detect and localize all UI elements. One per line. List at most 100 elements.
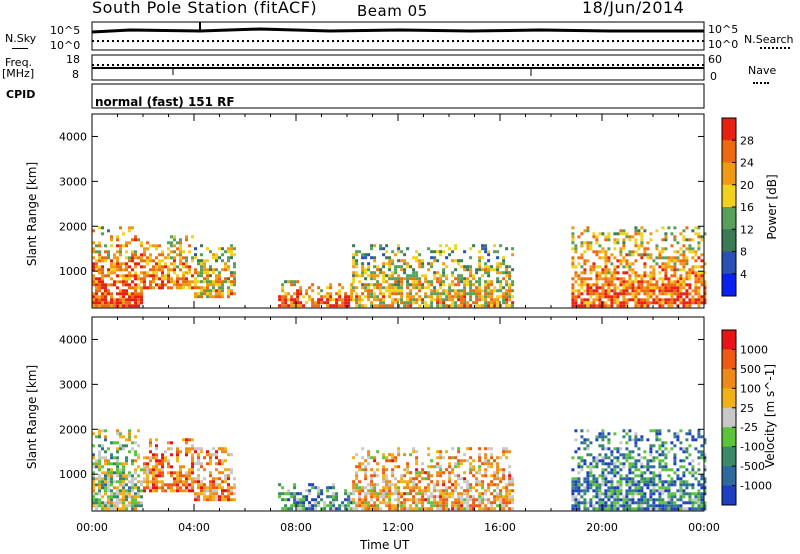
echo-cell xyxy=(218,274,221,278)
echo-cell xyxy=(448,486,452,490)
echo-cell xyxy=(697,295,701,299)
echo-cell xyxy=(382,468,386,472)
echo-cell xyxy=(347,298,351,302)
echo-cell xyxy=(302,501,306,505)
echo-cell xyxy=(682,292,686,296)
echo-cell xyxy=(637,247,641,251)
echo-cell xyxy=(439,292,443,296)
echo-cell xyxy=(98,301,101,305)
echo-cell xyxy=(191,459,194,463)
echo-cell xyxy=(661,486,665,490)
echo-cell xyxy=(227,259,230,263)
echo-cell xyxy=(415,283,419,287)
echo-cell xyxy=(457,289,461,293)
echo-cell xyxy=(700,265,704,269)
echo-cell xyxy=(370,247,374,251)
echo-cell xyxy=(104,471,107,475)
echo-cell xyxy=(685,480,689,484)
echo-cell xyxy=(508,507,512,511)
echo-cell xyxy=(616,265,620,269)
velocity-cbar-tick-label: 1000 xyxy=(740,343,768,356)
echo-cell xyxy=(203,262,206,266)
echo-cell xyxy=(469,468,473,472)
echo-cell xyxy=(412,477,416,481)
echo-cell xyxy=(439,450,443,454)
echo-cell xyxy=(370,507,374,511)
echo-cell xyxy=(173,280,176,284)
echo-cell xyxy=(326,495,330,499)
echo-cell xyxy=(502,259,506,263)
echo-cell xyxy=(170,268,173,272)
echo-cell xyxy=(694,498,698,502)
echo-cell xyxy=(697,492,701,496)
echo-cell xyxy=(119,298,122,302)
echo-cell xyxy=(215,256,218,260)
nsearch-label: N.Search xyxy=(744,33,794,46)
echo-cell xyxy=(347,301,351,305)
echo-cell xyxy=(92,504,95,508)
echo-cell xyxy=(197,492,200,496)
echo-cell xyxy=(143,277,146,281)
echo-cell xyxy=(367,504,371,508)
echo-cell xyxy=(119,432,122,436)
echo-cell xyxy=(508,295,512,299)
echo-cell xyxy=(682,253,686,257)
echo-cell xyxy=(463,489,467,493)
echo-cell xyxy=(646,253,650,257)
echo-cell xyxy=(134,459,137,463)
echo-cell xyxy=(586,241,590,245)
echo-cell xyxy=(299,286,303,290)
echo-cell xyxy=(640,477,644,481)
echo-cell xyxy=(604,292,608,296)
echo-cell xyxy=(679,465,683,469)
echo-cell xyxy=(391,298,395,302)
echo-cell xyxy=(278,495,282,499)
echo-cell xyxy=(200,274,203,278)
echo-cell xyxy=(616,489,620,493)
echo-cell xyxy=(329,283,333,287)
echo-cell xyxy=(373,456,377,460)
echo-cell xyxy=(107,486,110,490)
echo-cell xyxy=(484,268,488,272)
echo-cell xyxy=(628,265,632,269)
echo-cell xyxy=(128,259,131,263)
echo-cell xyxy=(631,283,635,287)
echo-cell xyxy=(439,453,443,457)
echo-cell xyxy=(352,289,356,293)
echo-cell xyxy=(409,486,413,490)
echo-cell xyxy=(355,471,359,475)
echo-cell xyxy=(167,247,170,251)
echo-cell xyxy=(361,274,365,278)
echo-cell xyxy=(697,483,701,487)
echo-cell xyxy=(679,268,683,272)
echo-cell xyxy=(634,435,638,439)
echo-cell xyxy=(631,280,635,284)
echo-cell xyxy=(224,277,227,281)
echo-cell xyxy=(355,292,359,296)
echo-cell xyxy=(661,268,665,272)
echo-cell xyxy=(670,259,674,263)
echo-cell xyxy=(173,268,176,272)
echo-cell xyxy=(209,459,212,463)
echo-cell xyxy=(215,253,218,257)
echo-cell xyxy=(499,501,503,505)
echo-cell xyxy=(703,283,707,287)
echo-cell xyxy=(643,456,647,460)
echo-cell xyxy=(185,480,188,484)
echo-cell xyxy=(490,447,494,451)
echo-cell xyxy=(293,501,297,505)
echo-cell xyxy=(682,492,686,496)
y-tick-label: 2000 xyxy=(59,423,87,436)
echo-cell xyxy=(613,265,617,269)
echo-cell xyxy=(364,468,368,472)
echo-cell xyxy=(221,268,224,272)
echo-cell xyxy=(128,429,131,433)
echo-cell xyxy=(403,504,407,508)
echo-cell xyxy=(344,507,348,511)
echo-cell xyxy=(388,277,392,281)
echo-cell xyxy=(685,483,689,487)
echo-cell xyxy=(394,486,398,490)
echo-cell xyxy=(122,298,125,302)
echo-cell xyxy=(119,226,122,230)
echo-cell xyxy=(478,283,482,287)
